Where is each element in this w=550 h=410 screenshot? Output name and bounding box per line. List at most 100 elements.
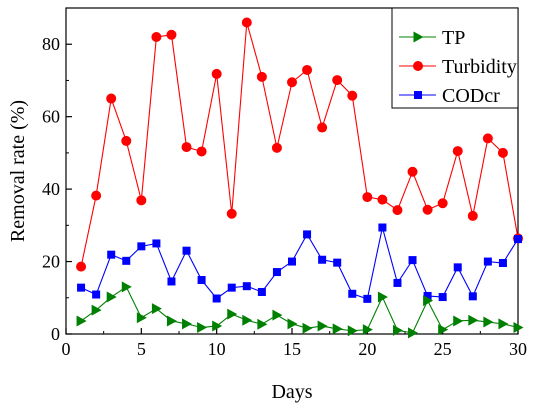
data-point-turbidity — [437, 198, 448, 209]
series-codcr — [77, 223, 522, 303]
legend-label-tp: TP — [442, 27, 465, 49]
data-point-codcr — [438, 293, 447, 302]
legend-entries: TP Turbidity CODcr — [399, 27, 517, 107]
legend-marker-tp — [413, 31, 424, 43]
data-point-tp — [408, 327, 419, 339]
data-point-codcr — [498, 259, 507, 268]
data-point-tp — [166, 315, 177, 327]
data-point-turbidity — [181, 142, 192, 153]
legend-entry-tp: TP — [399, 27, 465, 49]
y-tick-label: 20 — [42, 252, 60, 272]
tick-labels: 0 5 10 15 20 25 30 0 20 40 60 80 — [42, 34, 527, 359]
data-point-tp — [197, 321, 208, 333]
data-point-tp — [453, 315, 464, 327]
data-point-turbidity — [287, 77, 297, 88]
data-point-tp — [242, 314, 253, 326]
x-tick-label: 10 — [208, 339, 226, 359]
data-point-codcr — [92, 290, 101, 299]
series-line-tp — [80, 286, 519, 334]
data-point-turbidity — [467, 210, 478, 221]
data-point-turbidity — [407, 166, 418, 177]
data-point-turbidity — [211, 68, 222, 79]
data-point-turbidity — [302, 64, 313, 75]
y-tick-label: 80 — [42, 34, 60, 54]
series-line-codcr — [80, 227, 519, 300]
data-point-codcr — [303, 230, 312, 239]
data-point-tp — [332, 323, 343, 335]
data-point-turbidity — [106, 93, 117, 104]
x-tick-label: 25 — [434, 339, 452, 359]
data-point-tp — [483, 316, 494, 328]
data-point-codcr — [483, 257, 492, 266]
data-point-tp — [136, 312, 147, 324]
data-point-codcr — [122, 256, 131, 265]
data-point-codcr — [197, 276, 206, 285]
legend-label-turbidity: Turbidity — [442, 56, 517, 78]
data-point-turbidity — [392, 205, 403, 216]
data-point-tp — [362, 324, 373, 336]
x-tick-label: 15 — [283, 339, 301, 359]
data-point-tp — [513, 321, 524, 333]
data-point-tp — [438, 324, 449, 336]
data-point-tp — [377, 291, 388, 303]
legend-box — [391, 7, 519, 109]
data-point-codcr — [363, 294, 372, 303]
legend-marker-turbidity — [413, 61, 423, 71]
data-point-turbidity — [241, 17, 252, 28]
data-point-codcr — [167, 277, 176, 286]
x-tick-label: 5 — [137, 339, 146, 359]
series-lines — [76, 17, 524, 339]
data-point-tp — [423, 295, 434, 307]
data-point-codcr — [272, 268, 281, 277]
data-point-turbidity — [452, 146, 463, 157]
data-point-codcr — [77, 283, 86, 292]
data-point-turbidity — [497, 147, 508, 158]
data-point-tp — [392, 324, 403, 336]
data-point-codcr — [378, 223, 387, 232]
data-point-turbidity — [362, 192, 373, 203]
data-point-turbidity — [196, 146, 207, 157]
data-point-turbidity — [317, 122, 328, 133]
data-point-turbidity — [347, 90, 358, 101]
data-point-tp — [182, 318, 193, 330]
data-point-turbidity — [91, 190, 102, 201]
data-point-tp — [151, 303, 162, 315]
data-point-tp — [302, 322, 313, 334]
data-point-tp — [212, 320, 223, 332]
data-point-codcr — [514, 235, 522, 244]
data-point-tp — [317, 320, 328, 332]
legend-label-codcr: CODcr — [442, 85, 500, 107]
data-point-tp — [468, 314, 479, 326]
data-point-codcr — [423, 291, 432, 300]
legend-marker-codcr — [414, 91, 422, 99]
data-point-codcr — [288, 257, 296, 266]
data-point-turbidity — [377, 194, 388, 205]
data-point-codcr — [137, 242, 146, 251]
y-tick-label: 0 — [51, 324, 60, 344]
data-point-turbidity — [136, 195, 147, 206]
data-point-tp — [287, 318, 298, 330]
data-point-tp — [121, 281, 132, 293]
y-tick-label: 40 — [42, 179, 60, 199]
x-axis-title: Days — [271, 381, 312, 403]
data-point-turbidity — [482, 133, 493, 144]
data-point-codcr — [468, 292, 477, 301]
series-turbidity — [76, 17, 523, 272]
data-point-codcr — [333, 258, 342, 267]
data-point-codcr — [348, 289, 357, 298]
data-point-codcr — [393, 278, 402, 287]
data-point-turbidity — [256, 71, 267, 82]
x-tick-label: 30 — [509, 339, 527, 359]
data-point-tp — [257, 318, 268, 330]
data-point-turbidity — [151, 31, 162, 42]
data-point-tp — [227, 308, 238, 320]
data-point-codcr — [182, 246, 191, 255]
legend: TP Turbidity CODcr — [391, 7, 519, 109]
data-point-codcr — [107, 250, 116, 259]
data-point-codcr — [227, 283, 236, 292]
data-point-tp — [498, 318, 509, 330]
data-point-codcr — [257, 287, 266, 296]
data-point-tp — [91, 304, 102, 316]
data-point-codcr — [212, 294, 221, 303]
